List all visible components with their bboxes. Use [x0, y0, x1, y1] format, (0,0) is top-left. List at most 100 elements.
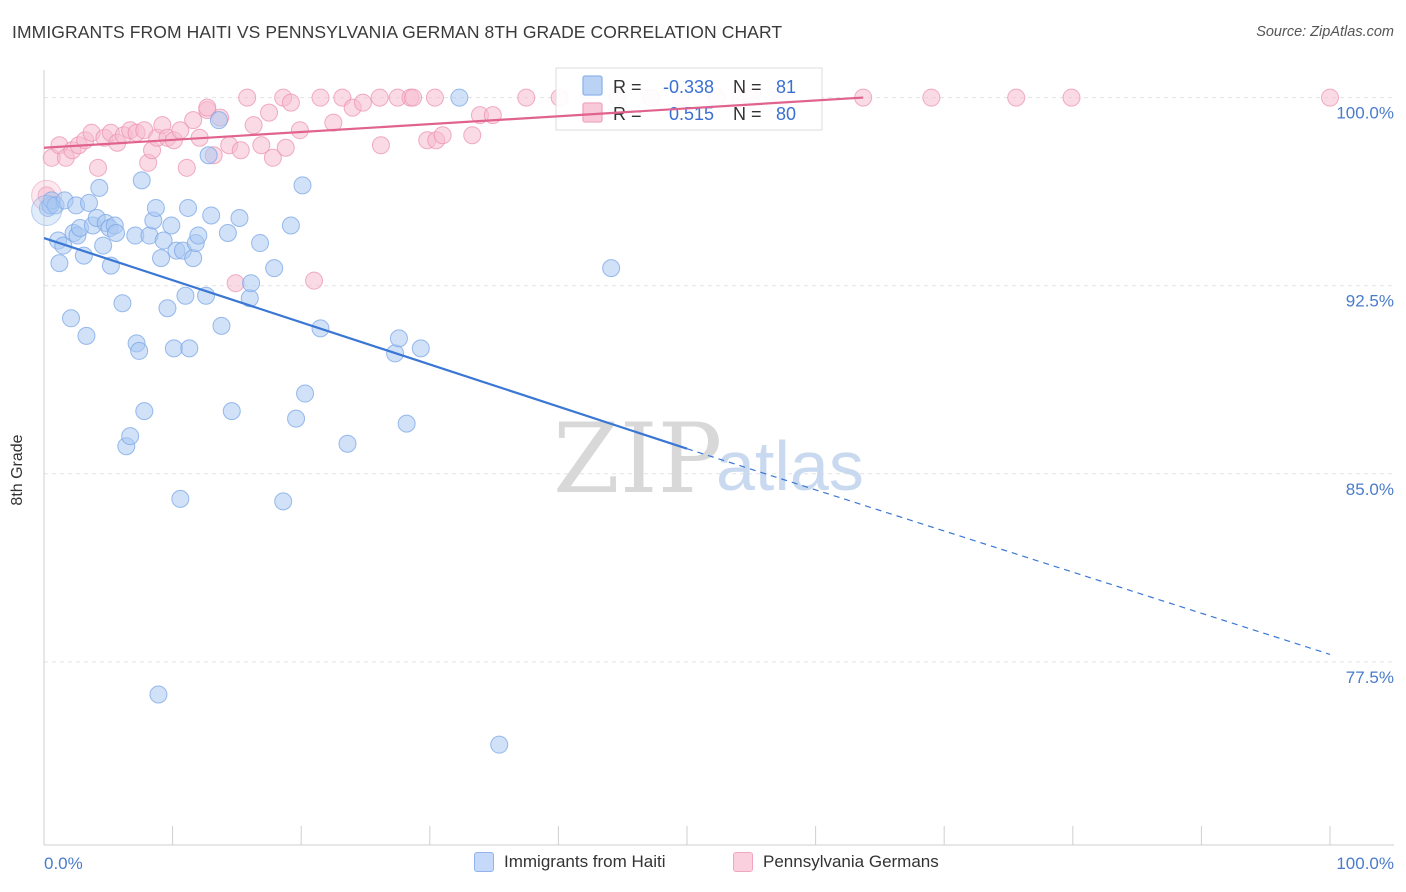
haiti-point-54: [209, 111, 228, 130]
haiti-point-61: [251, 234, 270, 253]
y-tick-label-3: 77.5%: [1346, 668, 1394, 687]
haiti-swatch: [474, 852, 494, 872]
haiti-point-67: [296, 384, 315, 403]
watermark-zip: ZIP: [553, 403, 722, 515]
haiti-point-25: [113, 294, 132, 313]
grid-lines: [44, 97, 1394, 663]
pagerman-point-39: [290, 121, 309, 140]
haiti-point-6: [54, 236, 73, 255]
haiti-point-8: [62, 309, 81, 328]
haiti-point-60: [242, 274, 261, 293]
pagerman-point-45: [353, 93, 372, 112]
pagerman-point-7: [89, 158, 108, 177]
pagerman-point-34: [260, 103, 279, 122]
pagerman-point-71: [1062, 88, 1081, 107]
haiti-point-56: [218, 224, 237, 243]
haiti-point-48: [184, 249, 203, 268]
x-tick-label-0: 0.0%: [44, 854, 83, 873]
haiti-point-45: [176, 286, 195, 305]
haiti-point-46: [179, 198, 198, 217]
legend-item-pagerman[interactable]: Pennsylvania Germans: [733, 852, 939, 872]
haiti-point-36: [149, 685, 168, 704]
pagerman-point-42: [324, 113, 343, 132]
pagerman-point-74: [198, 98, 217, 117]
haiti-point-14: [77, 326, 96, 345]
stats-r-label-haiti: R =: [613, 77, 642, 97]
pagerman-point-52: [425, 88, 444, 107]
haiti-point-57: [222, 402, 241, 421]
haiti-point-27: [121, 427, 140, 446]
haiti-point-32: [135, 402, 154, 421]
haiti-point-39: [158, 299, 177, 318]
legend-item-haiti[interactable]: Immigrants from Haiti: [474, 852, 666, 872]
haiti-large-point: [31, 194, 63, 226]
haiti-point-30: [130, 341, 149, 360]
watermark-atlas: atlas: [716, 427, 864, 505]
legend-label-haiti: Immigrants from Haiti: [504, 852, 666, 871]
haiti-point-58: [230, 208, 249, 227]
pagerman-point-38: [281, 93, 300, 112]
haiti-point-69: [338, 434, 357, 453]
pagerman-point-69: [922, 88, 941, 107]
pagerman-point-41: [311, 88, 330, 107]
stats-legend: R = -0.338 N = 81R = 0.515 N = 80: [555, 67, 823, 131]
y-tick-label-2: 85.0%: [1346, 480, 1394, 499]
haiti-point-18: [90, 178, 109, 197]
haiti-point-47: [180, 339, 199, 358]
stats-n-value-pagerman: 80: [776, 104, 796, 124]
haiti-point-37: [152, 249, 171, 268]
haiti-point-62: [265, 259, 284, 278]
haiti-point-31: [132, 171, 151, 190]
pagerman-point-54: [433, 126, 452, 145]
haiti-point-66: [293, 176, 312, 195]
haiti-point-50: [189, 226, 208, 245]
pagerman-point-32: [244, 116, 263, 135]
pagerman-point-40: [305, 271, 324, 290]
x-tick-labels: 0.0% 100.0%: [44, 854, 1394, 873]
haiti-point-40: [162, 216, 181, 235]
trend-lines: [43, 96, 1331, 655]
haiti-point-63: [274, 492, 293, 511]
haiti-point-72: [397, 414, 416, 433]
pagerman-point-70: [1007, 88, 1026, 107]
haiti-point-15: [80, 193, 99, 212]
haiti-points: [31, 88, 621, 754]
pagerman-swatch: [733, 852, 753, 872]
bottom-legend: Immigrants from Haiti Pennsylvania Germa…: [0, 852, 1406, 878]
source-label: Source: ZipAtlas.com: [1256, 24, 1394, 40]
y-tick-label-1: 92.5%: [1346, 292, 1394, 311]
chart-title: IMMIGRANTS FROM HAITI VS PENNSYLVANIA GE…: [12, 22, 783, 42]
haiti-point-53: [202, 206, 221, 225]
haiti-point-74: [450, 88, 469, 107]
pagerman-point-37: [276, 138, 295, 157]
haiti-point-41: [164, 339, 183, 358]
haiti-point-24: [107, 224, 126, 243]
pagerman-point-50: [404, 88, 423, 107]
y-tick-labels: 100.0% 92.5% 85.0% 77.5%: [1336, 104, 1394, 687]
pagerman-point-55: [463, 126, 482, 145]
haiti-point-75: [490, 735, 509, 754]
pagerman-point-31: [238, 88, 257, 107]
pagerman-point-46: [370, 88, 389, 107]
pagerman-point-58: [517, 88, 536, 107]
haiti-point-76: [602, 259, 621, 278]
haiti-point-65: [287, 409, 306, 428]
haiti-trend-line-extension: [686, 448, 1331, 655]
pagerman-point-47: [371, 136, 390, 155]
pagerman-trend-line: [43, 96, 864, 149]
pagerman-point-23: [184, 111, 203, 130]
pagerman-point-72: [1321, 88, 1339, 107]
stats-r-value-haiti: -0.338: [663, 77, 714, 97]
pagerman-point-22: [177, 158, 196, 177]
stats-r-label-pagerman: R =: [613, 104, 642, 124]
haiti-point-5: [50, 254, 69, 273]
haiti-point-43: [171, 489, 190, 508]
haiti-point-19: [94, 236, 113, 255]
haiti-point-38: [154, 231, 173, 250]
stats-n-value-haiti: 81: [776, 77, 796, 97]
haiti-point-73: [411, 339, 430, 358]
stats-n-label-haiti: N =: [733, 77, 762, 97]
haiti-point-71: [389, 329, 408, 348]
x-tick-label-1: 100.0%: [1336, 854, 1394, 873]
